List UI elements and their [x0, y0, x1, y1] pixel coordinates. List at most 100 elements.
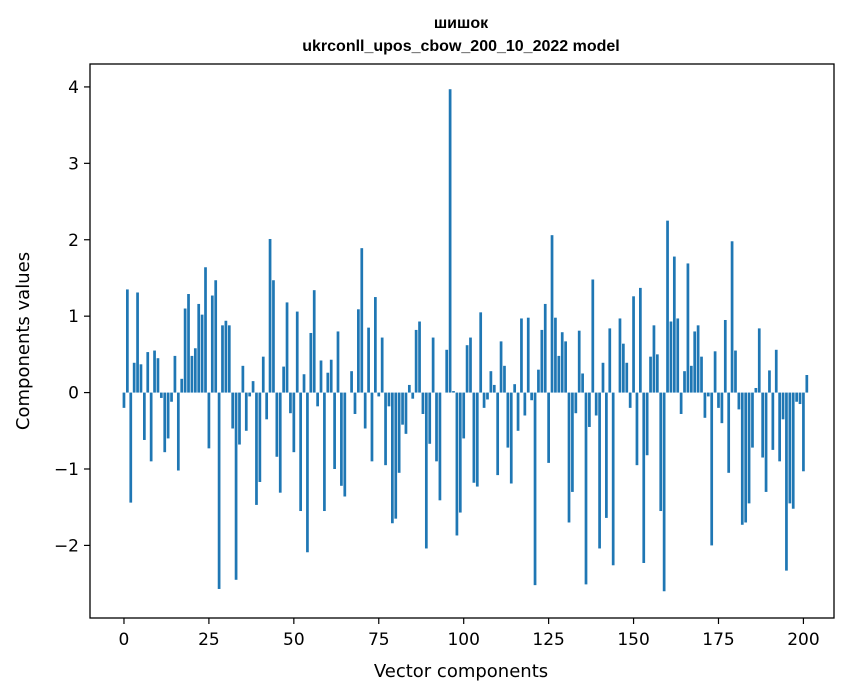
bar [598, 392, 601, 549]
bar [635, 392, 639, 466]
bar [367, 327, 370, 393]
bar [458, 392, 462, 513]
bar [530, 392, 533, 401]
bar [645, 392, 649, 456]
bar [384, 392, 387, 466]
bar [666, 220, 669, 393]
bar [506, 392, 510, 448]
bar [285, 302, 289, 393]
bar [581, 373, 584, 393]
chart-title: шишок [434, 15, 489, 32]
bar [126, 289, 129, 393]
bar [329, 359, 333, 393]
bar [662, 392, 666, 592]
bar [720, 392, 724, 424]
bar [785, 392, 788, 571]
bar [781, 392, 785, 420]
bar [805, 375, 809, 393]
bar [628, 392, 632, 408]
bar [516, 392, 520, 431]
bar [686, 263, 690, 393]
bar [778, 392, 781, 462]
bar [136, 292, 139, 393]
bar [543, 303, 547, 393]
bar [540, 329, 544, 393]
bar [309, 332, 313, 393]
bar [672, 256, 676, 393]
x-tick-label: 75 [368, 630, 390, 650]
bar [340, 392, 343, 486]
bar [343, 392, 347, 497]
bar [166, 392, 170, 439]
bar [244, 392, 248, 431]
y-tick-label: −1 [54, 460, 79, 480]
bar [764, 392, 768, 492]
bar [693, 331, 697, 393]
bar [190, 355, 194, 393]
bar [520, 318, 523, 393]
bar [700, 356, 703, 393]
y-axis-label: Components values [13, 252, 34, 430]
bar [482, 392, 486, 408]
bar [143, 392, 146, 440]
bar [744, 392, 748, 523]
bar [608, 328, 612, 393]
bar [526, 317, 530, 393]
bar [159, 392, 163, 398]
bar [319, 360, 323, 393]
bar [649, 356, 652, 393]
bar [445, 349, 449, 393]
bar [547, 392, 550, 463]
bar [513, 384, 517, 393]
bar [265, 392, 269, 420]
x-tick-label: 175 [702, 630, 734, 650]
bar [234, 392, 238, 580]
bar [435, 392, 438, 462]
bar [295, 311, 299, 393]
x-tick-label: 100 [447, 630, 479, 650]
bar [489, 371, 493, 393]
bar [407, 384, 411, 393]
bar [350, 371, 353, 393]
bar [156, 358, 160, 393]
bar [251, 381, 255, 393]
x-tick-label: 25 [198, 630, 220, 650]
plot-frame [89, 63, 835, 619]
bar [802, 392, 805, 472]
bar [231, 392, 235, 429]
x-tick-label: 0 [119, 630, 130, 650]
bar [336, 331, 340, 393]
bar [503, 365, 506, 393]
bar [601, 362, 605, 393]
x-tick-label: 200 [787, 630, 819, 650]
bar [679, 392, 683, 414]
bar [129, 392, 133, 503]
x-axis-label: Vector components [374, 661, 548, 682]
bar [717, 392, 720, 408]
bar [374, 297, 377, 393]
bar [418, 321, 421, 393]
bar [197, 303, 201, 393]
bar [557, 355, 561, 393]
bar [479, 312, 483, 393]
bar [737, 392, 741, 410]
bar [363, 392, 367, 429]
bar [214, 280, 218, 393]
bar [622, 343, 625, 393]
bar [248, 392, 252, 397]
bar [452, 391, 455, 393]
bar [163, 392, 167, 453]
bar [187, 294, 190, 393]
bar [472, 392, 476, 483]
y-tick-label: 1 [68, 307, 79, 327]
y-tick-label: 0 [68, 384, 79, 404]
bar [774, 349, 778, 393]
x-axis-ticks: 0 25 50 75 100 125 150 175 200 [119, 618, 820, 650]
bar [139, 364, 143, 393]
bar [727, 392, 731, 473]
bar [499, 341, 503, 393]
bar [475, 392, 479, 487]
bar [492, 384, 496, 393]
bar [448, 89, 452, 393]
bar [469, 337, 472, 393]
